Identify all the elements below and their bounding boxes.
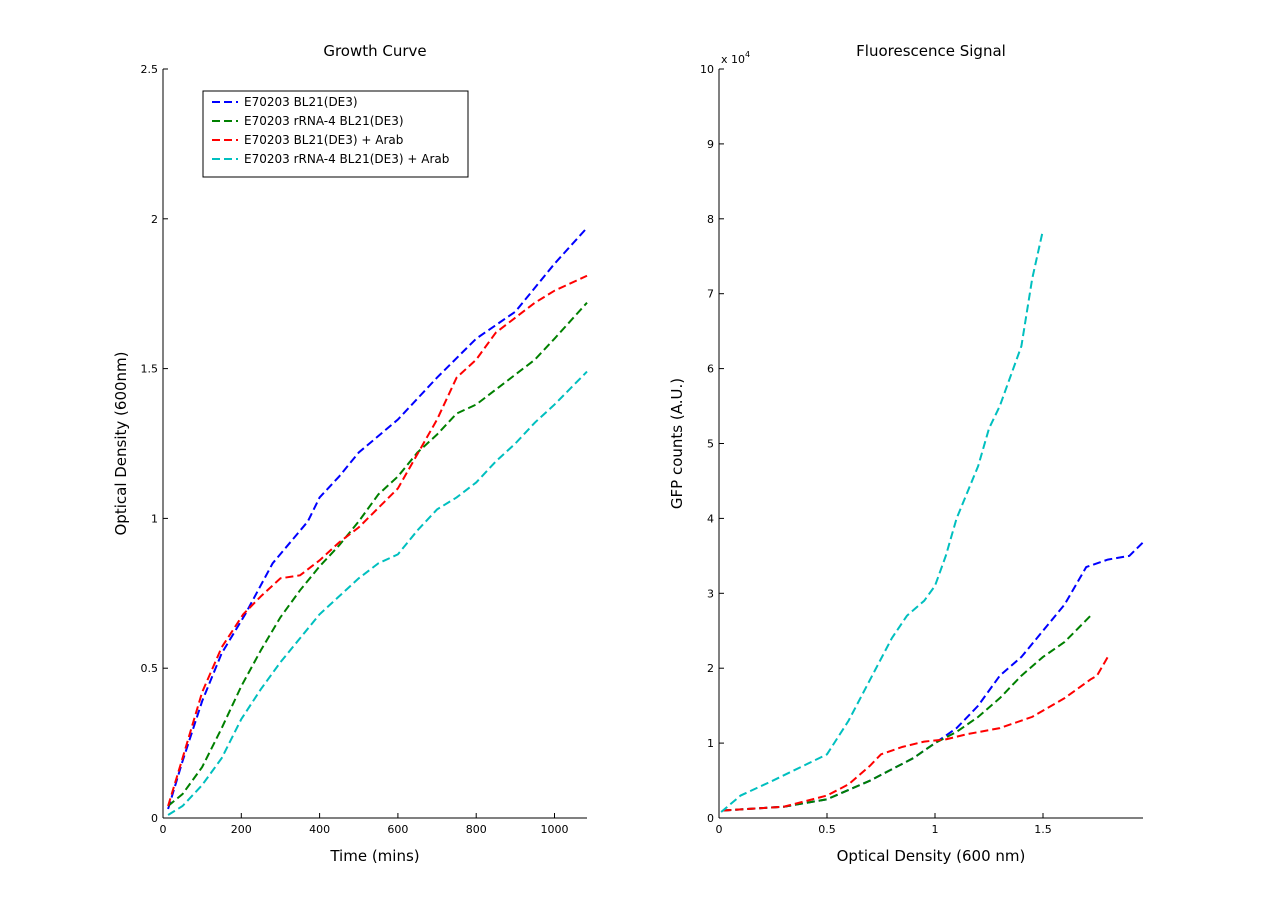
x-tick-label: 1.5	[1034, 823, 1052, 836]
x-tick-label: 600	[387, 823, 408, 836]
series-line-0	[167, 227, 588, 810]
series-line-1	[167, 302, 588, 807]
legend-entry: E70203 BL21(DE3)	[244, 95, 358, 109]
series-line-3	[720, 229, 1044, 813]
chart-title: Growth Curve	[323, 42, 426, 60]
y-tick-label: 1	[151, 512, 158, 525]
legend-entry: E70203 BL21(DE3) + Arab	[244, 133, 403, 147]
y-tick-label: 9	[707, 138, 714, 151]
series-line-0	[723, 540, 1146, 812]
chart-title: Fluorescence Signal	[856, 42, 1006, 60]
x-tick-label: 1000	[541, 823, 569, 836]
series-line-3	[167, 370, 588, 816]
x-axis-label: Optical Density (600 nm)	[837, 847, 1026, 865]
legend-entry: E70203 rRNA-4 BL21(DE3)	[244, 114, 404, 128]
y-tick-label: 2.5	[141, 63, 159, 76]
growth-curve-axes: 0 200 400 600 800 1000 0 0.5 1 1.5 2 2.5 Growth Curv…	[112, 42, 588, 865]
x-tick-label: 0	[160, 823, 167, 836]
series-line-2	[723, 656, 1109, 812]
y-tick-label: 0.5	[141, 662, 159, 675]
y-tick-label: 10	[700, 63, 714, 76]
y-tick-label: 5	[707, 438, 714, 451]
y-tick-label: 8	[707, 213, 714, 226]
y-exponent-label: x 104	[721, 50, 750, 66]
x-tick-label: 1	[931, 823, 938, 836]
y-tick-label: 3	[707, 587, 714, 600]
y-axis-label: Optical Density (600nm)	[112, 352, 130, 536]
series-line-2	[167, 274, 588, 807]
y-tick-label: 1.5	[141, 363, 159, 376]
y-tick-label: 1	[707, 737, 714, 750]
x-tick-label: 0.5	[818, 823, 836, 836]
legend: E70203 BL21(DE3) E70203 rRNA-4 BL21(DE3) E…	[202, 90, 469, 178]
y-tick-label: 7	[707, 288, 714, 301]
y-tick-label: 2	[151, 213, 158, 226]
series-line-1	[723, 615, 1092, 812]
x-axis-label: Time (mins)	[329, 847, 419, 865]
legend-entry: E70203 rRNA-4 BL21(DE3) + Arab	[244, 152, 449, 166]
y-tick-label: 4	[707, 512, 714, 525]
y-tick-label: 2	[707, 662, 714, 675]
x-tick-label: 400	[309, 823, 330, 836]
x-tick-label: 200	[231, 823, 252, 836]
y-axis-label: GFP counts (A.U.)	[668, 378, 686, 509]
y-tick-label: 0	[151, 812, 158, 825]
x-tick-label: 0	[716, 823, 723, 836]
y-tick-label: 6	[707, 363, 714, 376]
y-tick-label: 0	[707, 812, 714, 825]
fluorescence-signal-axes: 0 0.5 1 1.5 0 1 2 3 4 5 6 7 8 9 10 Fluorescence Signal O…	[668, 42, 1146, 865]
x-tick-label: 800	[466, 823, 487, 836]
legend-box	[202, 90, 469, 178]
